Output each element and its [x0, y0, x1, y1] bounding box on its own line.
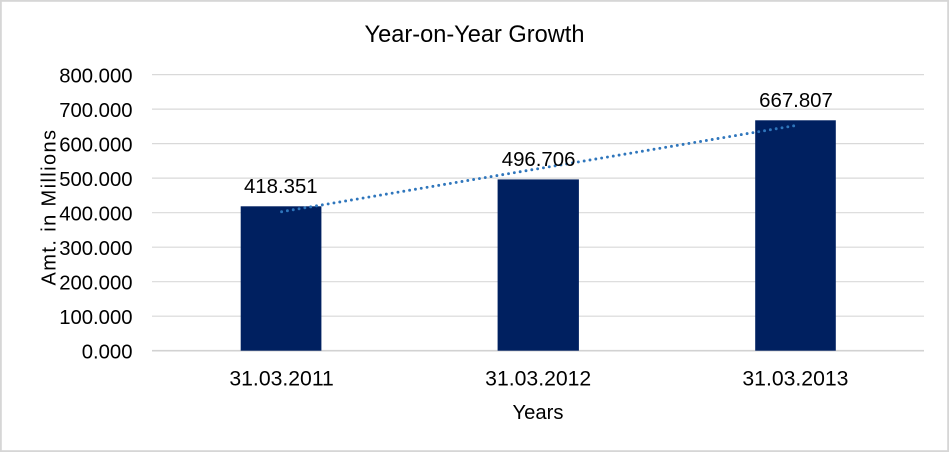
- svg-text:500.000: 500.000: [59, 169, 132, 191]
- svg-text:31.03.2012: 31.03.2012: [485, 367, 591, 390]
- svg-text:Amt. in Millions: Amt. in Millions: [38, 129, 60, 286]
- svg-text:300.000: 300.000: [59, 238, 132, 260]
- svg-text:600.000: 600.000: [59, 134, 132, 156]
- svg-text:667.807: 667.807: [759, 90, 833, 112]
- svg-text:31.03.2013: 31.03.2013: [742, 367, 848, 390]
- svg-text:200.000: 200.000: [59, 272, 132, 294]
- svg-text:418.351: 418.351: [244, 176, 318, 198]
- svg-text:0.000: 0.000: [82, 341, 133, 363]
- svg-text:31.03.2011: 31.03.2011: [229, 367, 333, 390]
- svg-text:Years: Years: [513, 402, 564, 424]
- svg-text:700.000: 700.000: [59, 100, 132, 122]
- svg-text:800.000: 800.000: [59, 65, 132, 87]
- svg-text:496.706: 496.706: [502, 149, 576, 171]
- svg-text:Year-on-Year Growth: Year-on-Year Growth: [365, 22, 585, 48]
- svg-text:400.000: 400.000: [59, 203, 132, 225]
- svg-text:100.000: 100.000: [59, 307, 132, 329]
